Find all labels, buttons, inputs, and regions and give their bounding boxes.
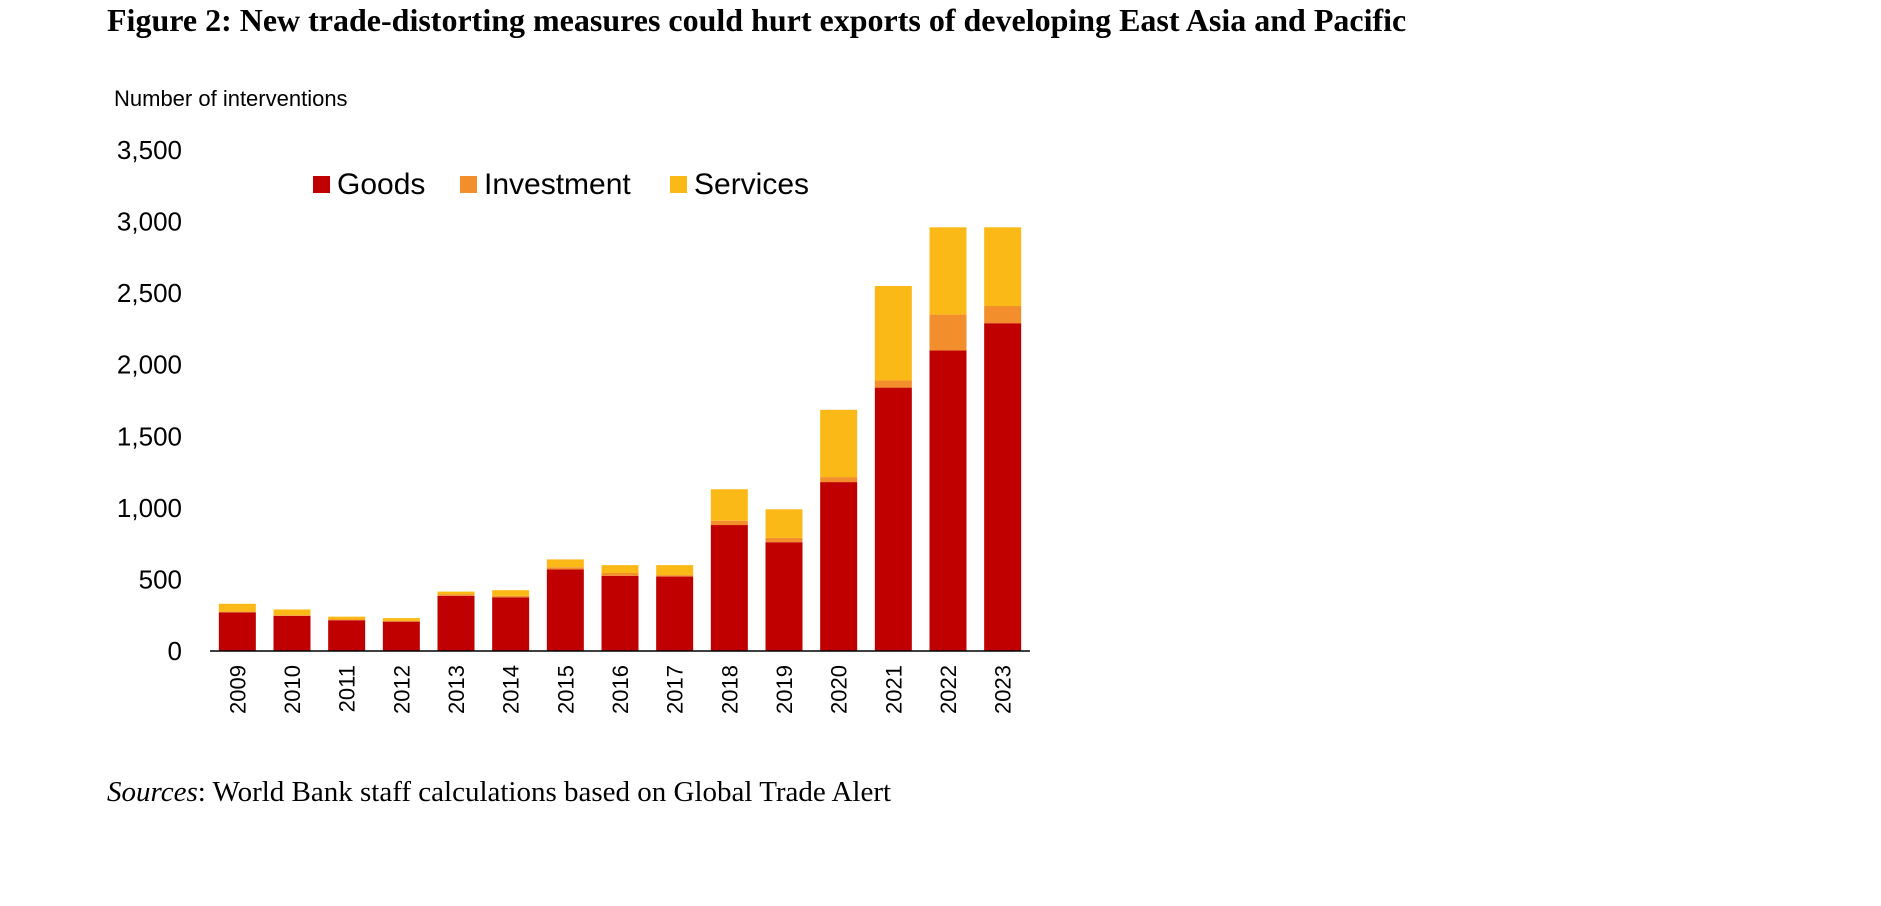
x-tick-label: 2020 (827, 665, 852, 714)
bar-services-2020 (820, 409, 858, 478)
x-tick-label: 2018 (717, 665, 742, 714)
y-tick-label: 2,000 (117, 350, 182, 380)
x-tick-label: 2023 (991, 665, 1016, 714)
sources-label: Sources (107, 776, 198, 808)
x-tick-label: 2019 (772, 665, 797, 714)
x-tick-label: 2009 (225, 665, 250, 714)
bar-goods-2016 (601, 575, 639, 651)
bar-services-2021 (874, 285, 912, 381)
legend-swatch-investment (460, 176, 477, 193)
legend-swatch-goods (313, 176, 330, 193)
bar-goods-2023 (984, 323, 1022, 651)
x-tick-label: 2010 (280, 665, 305, 714)
bar-services-2019 (765, 509, 803, 538)
x-tick-label: 2021 (881, 665, 906, 714)
bar-goods-2011 (328, 620, 366, 651)
x-tick-label: 2012 (389, 665, 414, 714)
bar-goods-2009 (218, 612, 256, 651)
bar-services-2018 (710, 489, 748, 521)
y-tick-label: 3,000 (117, 207, 182, 237)
bar-investment-2009 (218, 611, 256, 613)
figure-title: Figure 2: New trade-distorting measures … (107, 2, 1407, 38)
bar-investment-2014 (492, 595, 530, 598)
bar-goods-2022 (929, 350, 967, 651)
bar-services-2014 (492, 590, 530, 596)
bar-goods-2014 (492, 597, 530, 651)
bar-investment-2022 (929, 314, 967, 351)
bar-investment-2021 (874, 380, 912, 388)
y-axis-label: Number of interventions (114, 86, 348, 111)
x-axis-ticks: 2009 2010 2011 2012 2013 2014 2015 2016 2017 2018… (225, 665, 1015, 714)
y-tick-label: 2,500 (117, 278, 182, 308)
legend-label-goods: Goods (337, 168, 425, 201)
legend-label-services: Services (694, 168, 809, 201)
chart-legend: Goods Investment Services (313, 168, 809, 201)
bar-investment-2012 (382, 620, 420, 622)
bar-goods-2013 (437, 595, 475, 651)
bar-services-2011 (328, 616, 366, 620)
y-tick-label: 1,000 (117, 493, 182, 523)
bar-services-2009 (218, 603, 256, 612)
sources-note: Sources: World Bank staff calculations b… (107, 776, 891, 809)
x-tick-label: 2013 (444, 665, 469, 714)
bar-investment-2016 (601, 572, 639, 576)
bar-goods-2017 (656, 576, 694, 651)
bar-goods-2020 (820, 482, 858, 651)
x-tick-label: 2015 (553, 665, 578, 714)
y-tick-label: 1,500 (117, 421, 182, 451)
bar-investment-2013 (437, 594, 475, 596)
bar-services-2017 (656, 565, 694, 576)
bar-investment-2020 (820, 477, 858, 483)
x-tick-label: 2016 (608, 665, 633, 714)
x-tick-label: 2014 (499, 665, 524, 714)
bar-services-2012 (382, 618, 420, 621)
bar-services-2010 (273, 609, 311, 616)
y-tick-label: 500 (139, 564, 182, 594)
bar-investment-2017 (656, 575, 694, 577)
bars (218, 227, 1022, 651)
y-tick-label: 0 (168, 636, 182, 666)
bar-services-2015 (546, 559, 584, 568)
x-tick-label: 2011 (335, 665, 360, 712)
bar-goods-2012 (382, 621, 420, 651)
bar-services-2013 (437, 591, 475, 595)
sources-text: : World Bank staff calculations based on… (197, 776, 892, 808)
y-tick-label: 3,500 (117, 135, 182, 165)
bar-goods-2018 (710, 525, 748, 651)
bar-services-2023 (984, 227, 1022, 307)
bar-services-2022 (929, 227, 967, 315)
bar-investment-2019 (765, 537, 803, 543)
bar-investment-2015 (546, 567, 584, 570)
x-tick-label: 2017 (663, 665, 688, 714)
bar-goods-2015 (546, 569, 584, 651)
x-tick-label: 2022 (936, 665, 961, 714)
bar-services-2016 (601, 565, 639, 573)
bar-investment-2018 (710, 520, 748, 526)
bar-goods-2019 (765, 542, 803, 651)
bar-goods-2010 (273, 615, 311, 651)
legend-label-investment: Investment (484, 168, 631, 201)
bar-investment-2011 (328, 619, 366, 621)
bar-investment-2010 (273, 615, 311, 616)
bar-goods-2021 (874, 387, 912, 651)
bar-investment-2023 (984, 306, 1022, 324)
legend-swatch-services (670, 176, 687, 193)
y-axis-ticks: 0 500 1,000 1,500 2,000 2,500 3,000 3,500 (117, 135, 182, 666)
